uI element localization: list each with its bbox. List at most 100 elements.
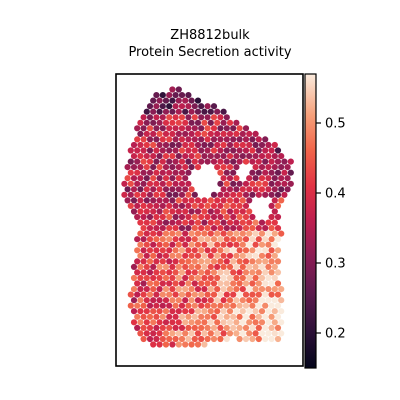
spot xyxy=(172,247,179,254)
spot xyxy=(274,169,282,176)
spot xyxy=(137,319,144,326)
spot xyxy=(210,335,218,343)
spot xyxy=(121,191,128,198)
spot xyxy=(127,202,134,209)
spot xyxy=(130,186,138,193)
spot xyxy=(191,103,198,110)
spot xyxy=(194,97,202,104)
spot xyxy=(182,197,189,204)
spot xyxy=(194,308,202,315)
spot xyxy=(258,319,266,326)
spot xyxy=(185,302,192,309)
spot xyxy=(233,263,240,270)
spot xyxy=(156,186,163,193)
spot xyxy=(156,274,163,282)
spot xyxy=(242,269,250,276)
spot xyxy=(137,252,144,259)
spot xyxy=(246,274,253,282)
spot xyxy=(252,297,259,304)
spot xyxy=(134,269,141,276)
spot xyxy=(268,302,275,309)
spot xyxy=(239,208,246,215)
spot xyxy=(166,103,173,110)
spot xyxy=(140,114,147,121)
spot xyxy=(246,319,253,326)
spot xyxy=(258,252,266,259)
spot xyxy=(214,230,221,237)
spot xyxy=(159,213,166,221)
spot xyxy=(134,258,141,265)
chart-title: ZH8812bulk xyxy=(170,28,250,43)
spot xyxy=(143,308,150,315)
spot xyxy=(217,335,224,343)
spot xyxy=(140,324,147,331)
spot xyxy=(252,130,259,137)
spot xyxy=(258,263,266,270)
spot xyxy=(137,141,144,149)
spot xyxy=(191,125,198,132)
spot xyxy=(236,335,243,343)
spot xyxy=(182,297,189,304)
spot xyxy=(281,180,288,187)
spot xyxy=(127,169,134,176)
spot xyxy=(137,197,144,204)
spot xyxy=(162,197,170,204)
spot xyxy=(178,114,186,121)
spot xyxy=(191,136,198,143)
spot xyxy=(150,341,157,348)
spot xyxy=(191,236,198,243)
spot xyxy=(262,313,269,320)
spot xyxy=(153,302,160,309)
spot xyxy=(242,225,250,232)
spot xyxy=(242,291,250,298)
spot xyxy=(130,175,138,182)
spot xyxy=(166,114,173,121)
spot xyxy=(262,258,269,265)
spot xyxy=(194,297,202,304)
spot xyxy=(146,202,154,209)
spot xyxy=(185,258,192,265)
spot xyxy=(210,269,218,276)
spot xyxy=(137,130,144,137)
spot xyxy=(166,280,173,287)
spot xyxy=(210,114,218,121)
spot xyxy=(153,158,160,165)
spot xyxy=(204,302,211,309)
spot xyxy=(172,191,179,198)
spot xyxy=(162,153,170,160)
spot xyxy=(230,147,237,154)
spot xyxy=(194,330,202,337)
spot xyxy=(178,158,186,165)
spot xyxy=(236,136,243,143)
spot xyxy=(140,247,147,254)
spot xyxy=(162,208,170,215)
spot xyxy=(220,308,227,315)
spot xyxy=(146,103,154,110)
spot xyxy=(242,136,250,143)
spot xyxy=(207,141,214,149)
spot xyxy=(185,92,192,99)
spot xyxy=(172,324,179,331)
spot xyxy=(137,208,144,215)
spot xyxy=(130,274,138,282)
spot xyxy=(201,274,208,282)
spot xyxy=(182,141,189,149)
spot xyxy=(162,219,170,226)
spot xyxy=(284,175,291,182)
spot xyxy=(230,313,237,320)
spot xyxy=(236,247,243,254)
spot xyxy=(233,230,240,237)
spot xyxy=(274,335,282,343)
spot xyxy=(230,125,237,132)
spot xyxy=(185,180,192,187)
spot xyxy=(127,147,134,154)
spot xyxy=(242,280,250,287)
spot xyxy=(265,164,272,171)
spot xyxy=(146,269,154,276)
spot xyxy=(230,280,237,287)
spot xyxy=(262,247,269,254)
spot xyxy=(249,269,256,276)
spot xyxy=(220,252,227,259)
spot xyxy=(239,141,246,149)
spot xyxy=(172,92,179,99)
